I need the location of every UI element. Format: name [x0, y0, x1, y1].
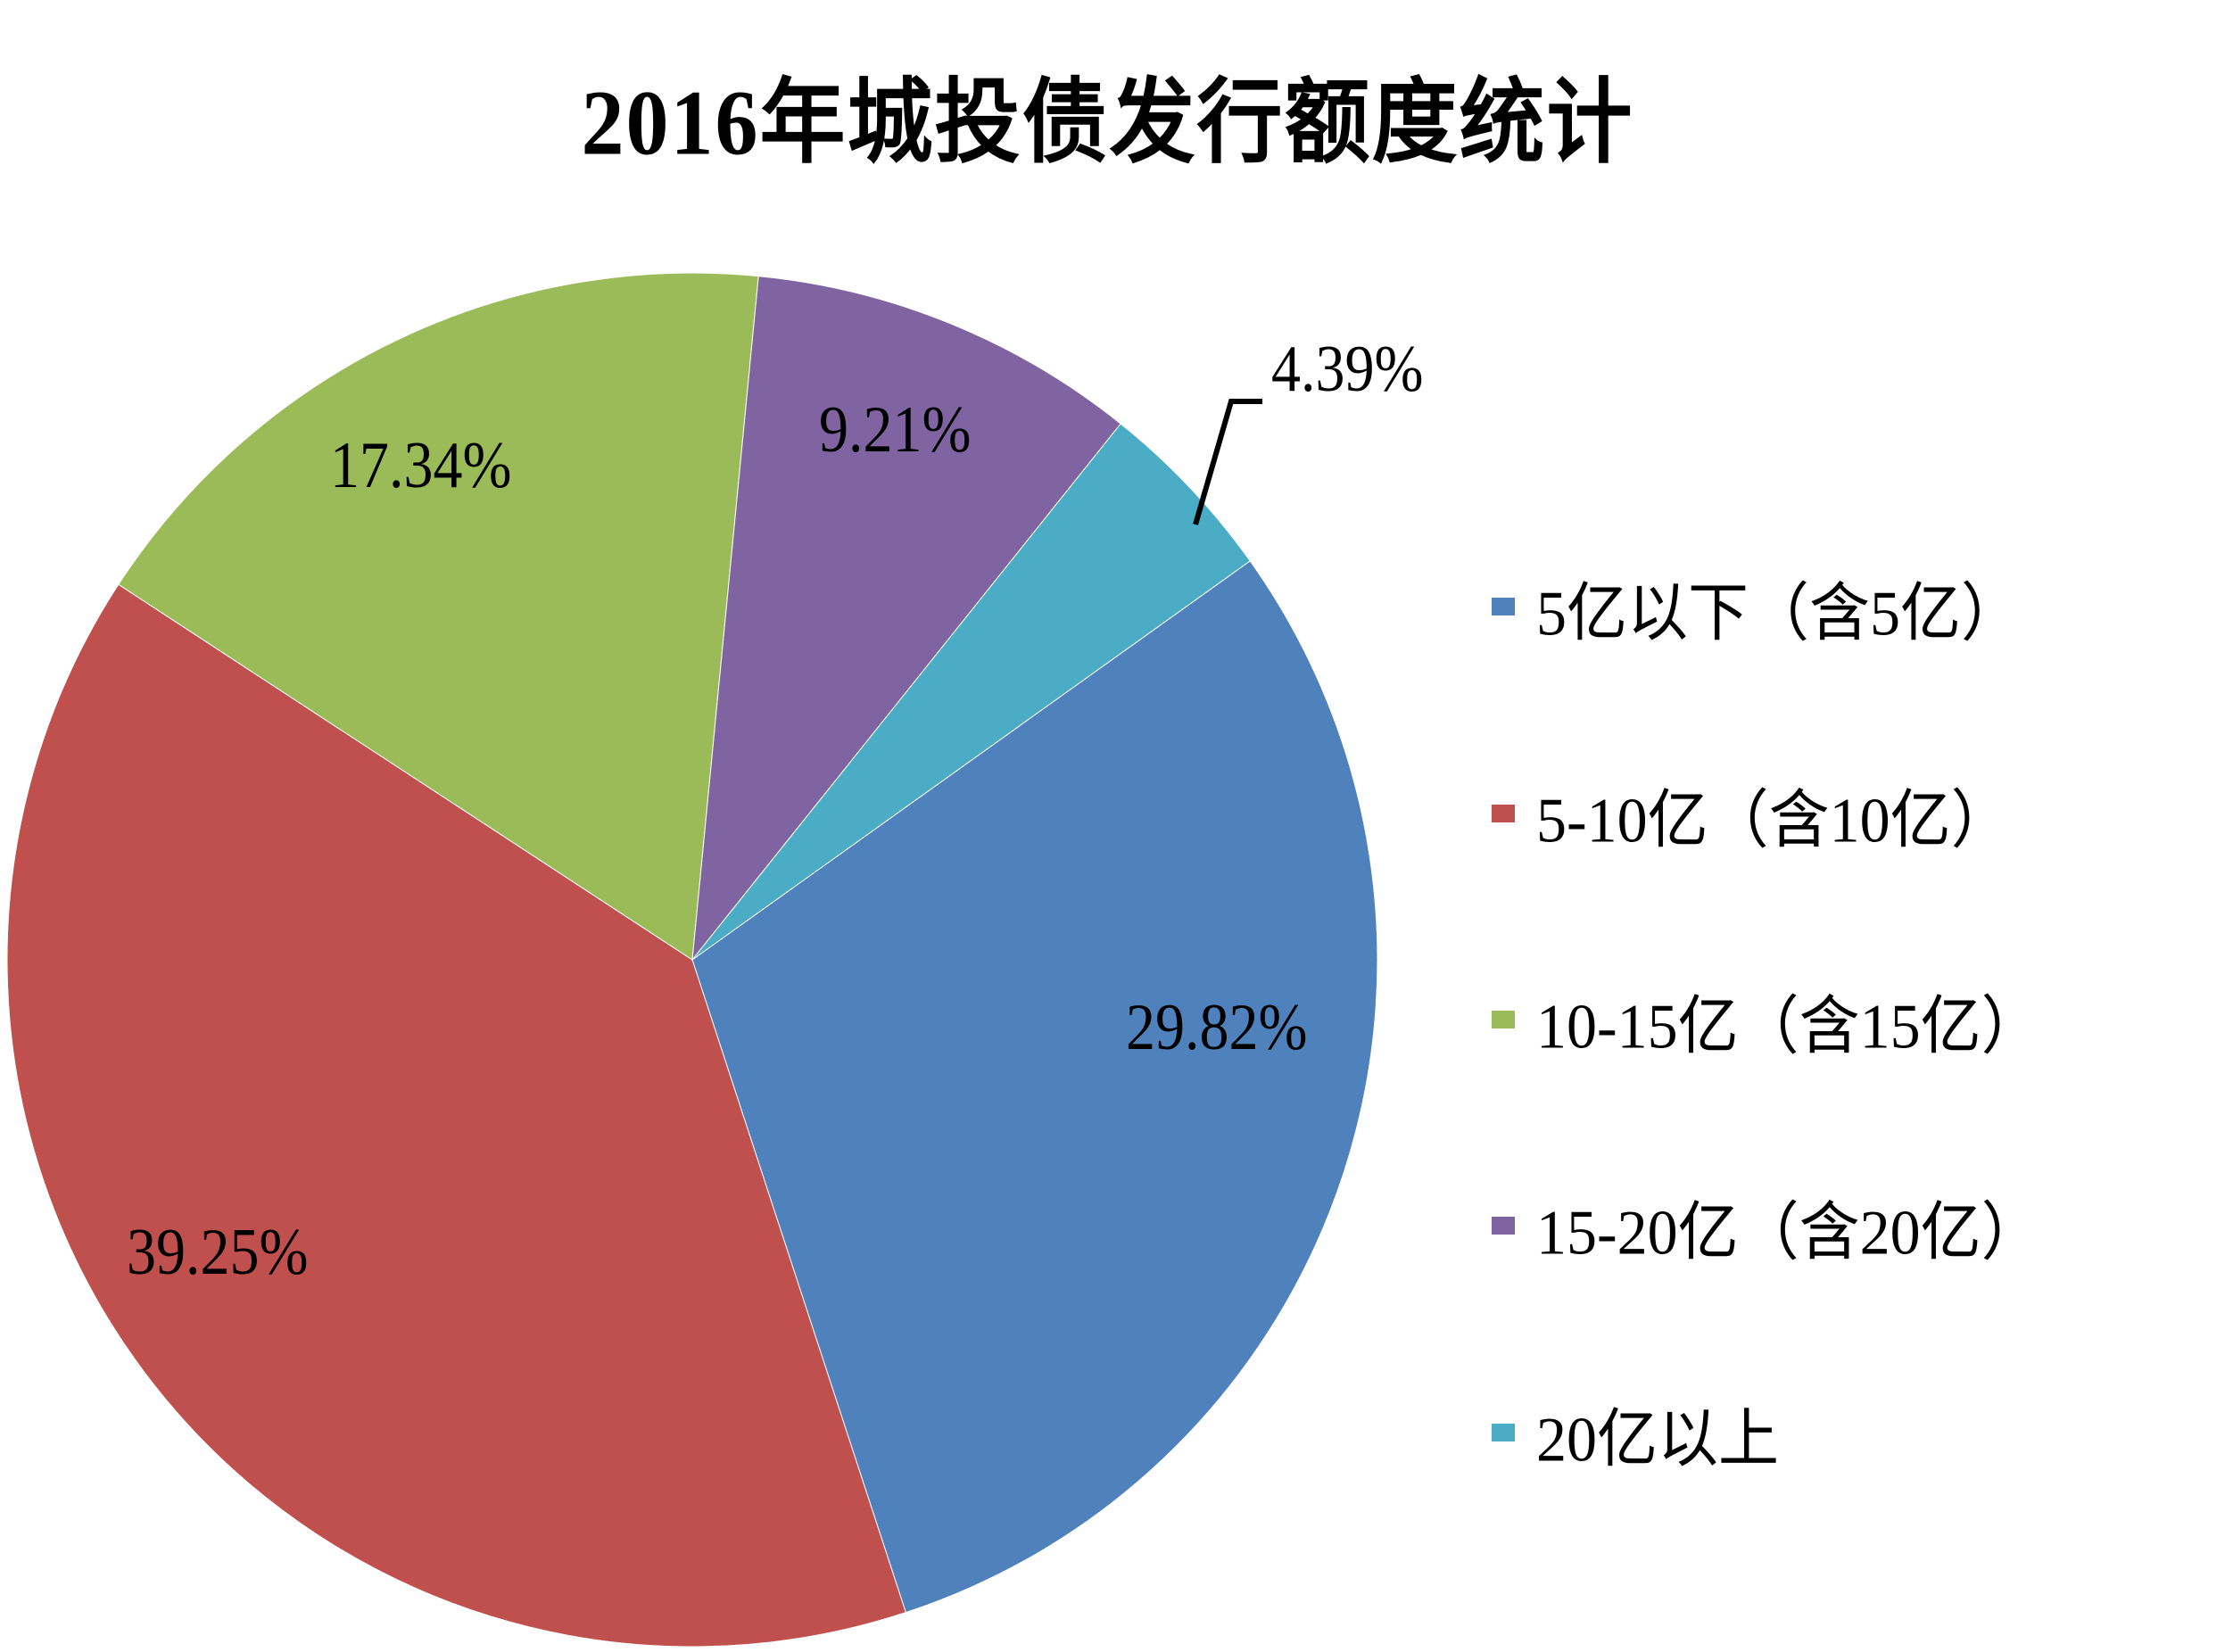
- slice-5-10: [6, 583, 906, 1648]
- pie-slices: [6, 272, 1378, 1648]
- legend-label: 5亿以下（含5亿）: [1536, 576, 2022, 648]
- slice-10-15: [118, 272, 759, 961]
- slice-gt20: [691, 423, 1251, 961]
- legend-swatch-red: [1492, 805, 1515, 822]
- legend-item-5-10: 5-10亿（含10亿）: [1492, 778, 2012, 855]
- slice-15-20: [691, 276, 1121, 962]
- chart-title: 2016年城投债发行额度统计: [0, 52, 2233, 176]
- legend-label: 10-15亿（含15亿）: [1536, 989, 2042, 1061]
- data-label-blue: 29.82%: [1126, 991, 1308, 1064]
- leader-line: [1193, 399, 1262, 525]
- legend-swatch-teal: [1492, 1424, 1515, 1441]
- legend-swatch-purple: [1492, 1217, 1515, 1235]
- legend-item-15-20: 15-20亿（含20亿）: [1492, 1190, 2042, 1268]
- legend-item-10-15: 10-15亿（含15亿）: [1492, 984, 2042, 1061]
- legend-item-lt5: 5亿以下（含5亿）: [1492, 571, 2022, 648]
- data-label-purple: 9.21%: [819, 393, 972, 467]
- legend-swatch-green: [1492, 1011, 1515, 1028]
- data-label-red: 39.25%: [127, 1216, 309, 1289]
- legend-swatch-blue: [1492, 598, 1515, 615]
- slice-lt5: [691, 560, 1378, 1614]
- legend-item-gt20: 20亿以上: [1492, 1397, 1779, 1474]
- legend-label: 15-20亿（含20亿）: [1536, 1195, 2042, 1268]
- legend-label: 5-10亿（含10亿）: [1536, 783, 2012, 855]
- data-label-teal: 4.39%: [1271, 333, 1424, 406]
- data-label-green: 17.34%: [330, 429, 512, 502]
- chart-title-text: 2016年城投债发行额度统计: [581, 70, 1634, 174]
- legend-label: 20亿以上: [1536, 1402, 1780, 1474]
